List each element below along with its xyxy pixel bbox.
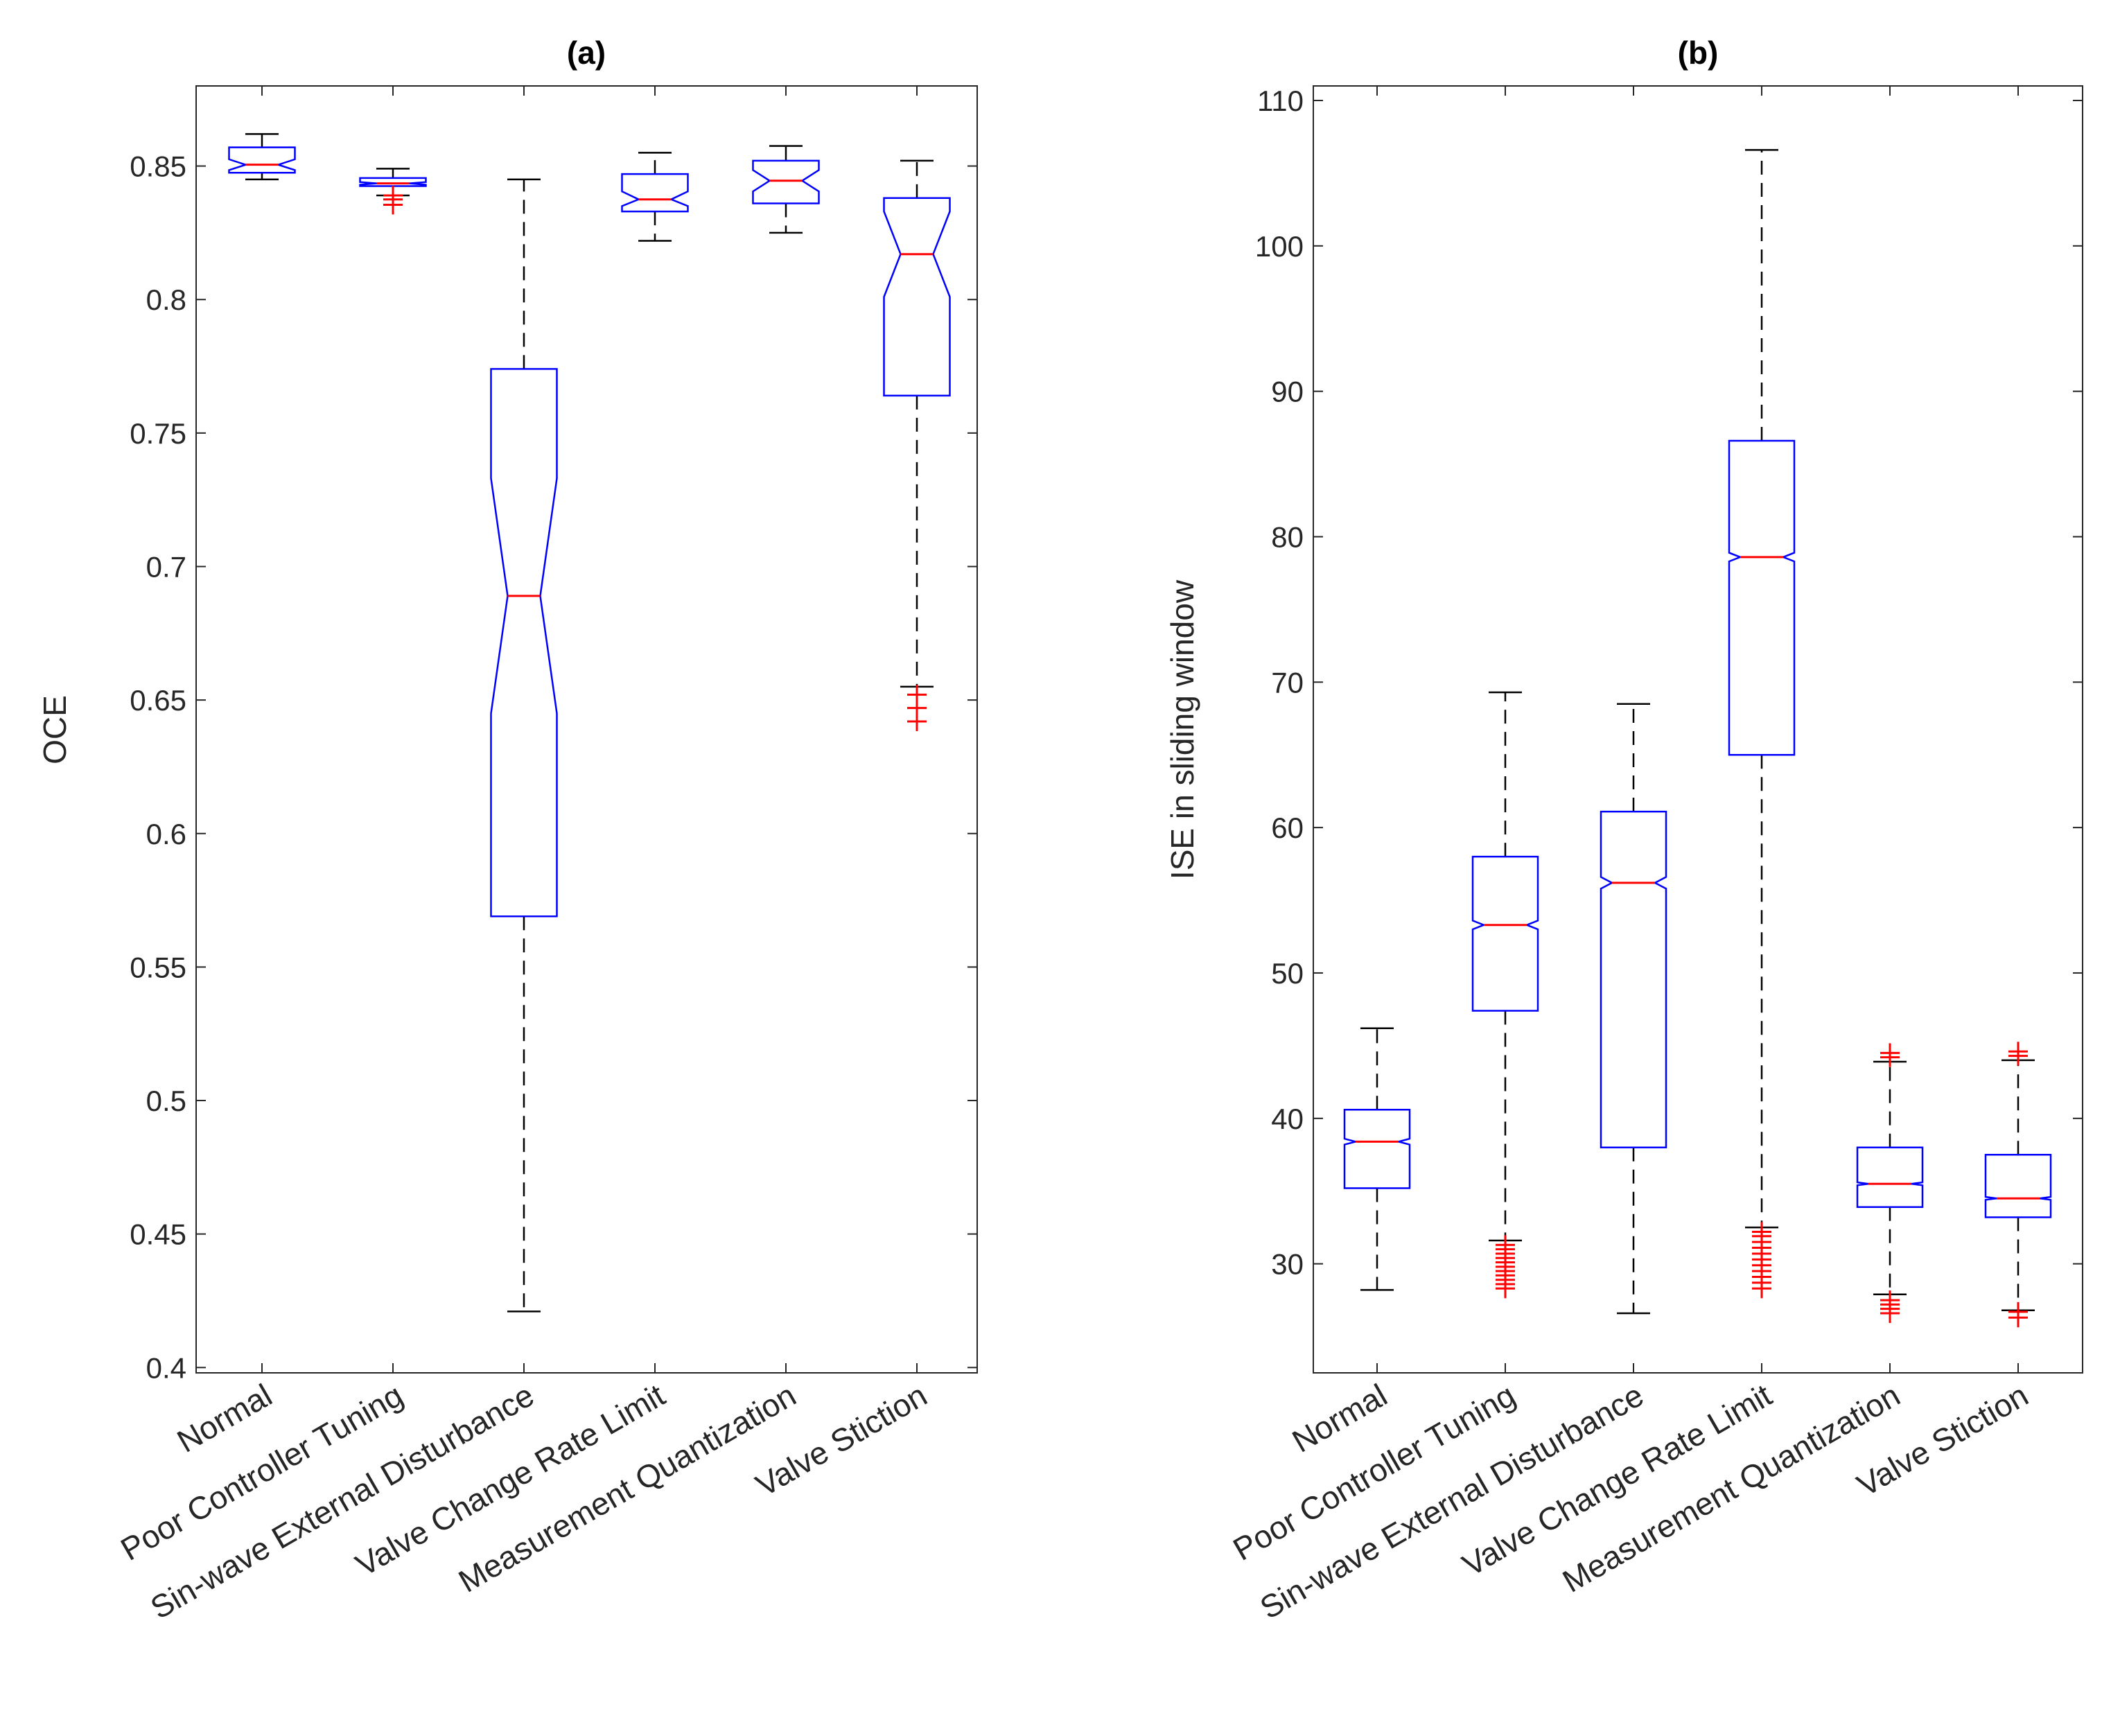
panel-b-ytick-label: 40 xyxy=(1271,1103,1304,1135)
panel-b-axes-frame xyxy=(1313,85,2083,1374)
panel-b-outlier xyxy=(1752,1222,1771,1242)
panel-a-box-3 xyxy=(621,152,689,242)
panel-a-ytick-label: 0.4 xyxy=(146,1351,186,1384)
panel-a-box-outline xyxy=(359,177,427,187)
panel-a-y-axis-title: OCE xyxy=(37,695,73,764)
panel-a-ytick-label: 0.5 xyxy=(146,1085,186,1117)
panel-a-box-2 xyxy=(490,178,558,1313)
panel-b-box-outline xyxy=(1984,1154,2052,1218)
panel-a-boxes xyxy=(228,133,951,1313)
panel-a-y-ticks: 0.4 0.45 0.5 0.55 0.6 0.65 0.7 0.75 0.8 0.85 xyxy=(130,150,977,1384)
panel-b-ytick-label: 80 xyxy=(1271,520,1304,553)
panel-b-boxes xyxy=(1343,149,2052,1328)
panel-b-ytick-label: 70 xyxy=(1271,666,1304,699)
panel-a-ytick-label: 0.45 xyxy=(130,1218,186,1251)
panel-a-box-4 xyxy=(752,145,820,234)
panel-b-box-outline xyxy=(1471,855,1539,1012)
panel-b-outlier xyxy=(2008,1301,2028,1322)
panel-a-ytick-label: 0.7 xyxy=(146,550,186,583)
panel-b-ytick-label: 110 xyxy=(1257,85,1304,117)
panel-b-box-2 xyxy=(1600,703,1667,1315)
panel-a-outlier xyxy=(383,185,403,205)
panel-b-box-4 xyxy=(1856,1043,1924,1323)
panel-b-outlier xyxy=(1880,1043,1900,1063)
panel-b-box-outline xyxy=(1856,1146,1924,1209)
panel-b-y-ticks: 30 40 50 60 70 80 90 100 110 xyxy=(1255,85,2083,1281)
panel-a-ytick-label: 0.55 xyxy=(130,951,186,983)
panel-b-box-outline xyxy=(1728,439,1796,756)
panel-a-outlier xyxy=(907,685,927,705)
panel-a-axes-frame xyxy=(195,85,978,1374)
panel-a-box-outline xyxy=(883,197,951,397)
panel-b-outlier xyxy=(1880,1290,1900,1310)
panel-b-ytick-label: 100 xyxy=(1255,230,1304,263)
panel-b-ytick-label: 30 xyxy=(1271,1248,1304,1281)
panel-b-ytick-label: 50 xyxy=(1271,957,1304,990)
panel-b-box-outline xyxy=(1343,1108,1411,1189)
panel-a-ytick-label: 0.8 xyxy=(146,283,186,316)
panel-a-box-outline xyxy=(621,173,689,213)
panel-a-title: (a) xyxy=(567,35,606,71)
panel-a-box-outline xyxy=(490,368,558,918)
panel-b-box-1 xyxy=(1471,691,1539,1299)
panel-b-y-axis-title: ISE in sliding window xyxy=(1164,579,1200,879)
panel-b-outlier xyxy=(2008,1042,2028,1062)
panel-a-ytick-label: 0.65 xyxy=(130,684,186,717)
panel-a-box-outline xyxy=(752,159,820,204)
panel-a-box-1 xyxy=(359,168,427,215)
panel-a-oce: 0.40.450.50.550.60.650.70.750.80.85 Norm… xyxy=(37,35,978,1626)
panel-b-box-outline xyxy=(1600,810,1667,1149)
panel-a-ytick-label: 0.6 xyxy=(146,818,186,850)
panel-b-box-3 xyxy=(1728,149,1796,1299)
panel-b-ytick-label: 90 xyxy=(1271,376,1304,408)
panel-b-ytick-label: 60 xyxy=(1271,812,1304,844)
panel-b-outlier xyxy=(1496,1235,1515,1255)
panel-a-ytick-label: 0.75 xyxy=(130,417,186,450)
panel-a-box-outline xyxy=(228,146,296,174)
panel-b-box-5 xyxy=(1984,1042,2052,1328)
panel-a-box-5 xyxy=(883,159,951,731)
panel-b-plot-area xyxy=(1313,86,2083,1373)
panel-b-box-0 xyxy=(1343,1027,1411,1291)
panel-a-plot-area xyxy=(196,86,977,1373)
panel-a-box-0 xyxy=(228,133,296,181)
panel-a-ytick-label: 0.85 xyxy=(130,150,186,183)
panel-b-title: (b) xyxy=(1678,35,1719,71)
